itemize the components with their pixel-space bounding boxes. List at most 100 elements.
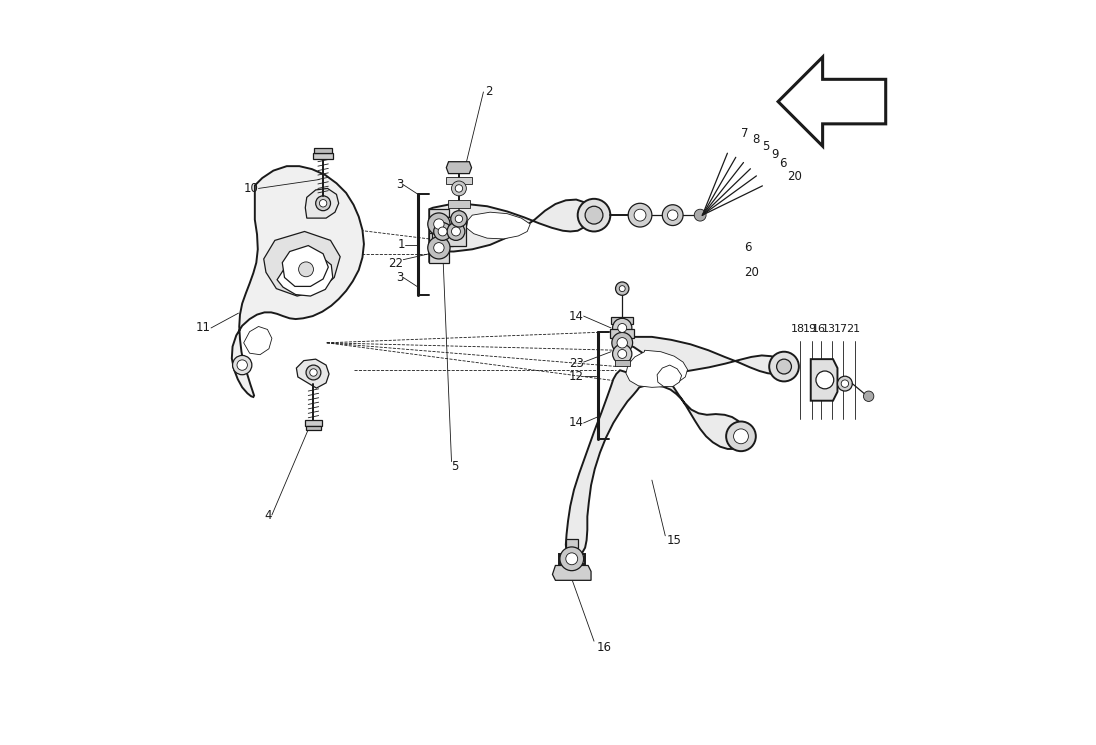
Circle shape (635, 209, 646, 221)
Circle shape (777, 359, 791, 374)
Circle shape (613, 344, 632, 364)
Circle shape (864, 391, 874, 402)
Polygon shape (823, 84, 886, 124)
Polygon shape (430, 209, 448, 239)
Text: 13: 13 (822, 324, 836, 334)
Circle shape (427, 213, 450, 235)
Polygon shape (446, 177, 472, 184)
Circle shape (450, 211, 467, 227)
Text: 19: 19 (803, 324, 817, 334)
Text: 16: 16 (812, 324, 826, 334)
Circle shape (769, 352, 799, 381)
Text: 10: 10 (243, 182, 259, 195)
Polygon shape (566, 337, 786, 558)
Circle shape (578, 199, 610, 232)
Text: 20: 20 (787, 171, 802, 183)
Circle shape (455, 215, 463, 223)
Circle shape (310, 369, 317, 376)
Polygon shape (430, 200, 593, 263)
Text: 4: 4 (264, 509, 272, 522)
Circle shape (316, 196, 331, 211)
Polygon shape (232, 166, 364, 397)
Polygon shape (559, 554, 585, 564)
Circle shape (628, 203, 652, 227)
Text: 1: 1 (398, 238, 406, 251)
Text: 16: 16 (596, 641, 612, 653)
Text: 2: 2 (484, 86, 492, 98)
Circle shape (733, 429, 749, 444)
Polygon shape (315, 148, 332, 153)
Text: 18: 18 (791, 324, 806, 334)
Circle shape (560, 547, 584, 571)
Polygon shape (264, 232, 340, 296)
Text: 14: 14 (569, 416, 584, 429)
Polygon shape (446, 162, 471, 174)
Circle shape (618, 349, 627, 358)
Text: 8: 8 (752, 133, 760, 146)
Circle shape (619, 285, 625, 291)
Circle shape (617, 337, 627, 348)
Polygon shape (658, 365, 682, 387)
Text: 17: 17 (834, 324, 848, 334)
Circle shape (618, 323, 627, 332)
Circle shape (616, 282, 629, 295)
Text: 7: 7 (741, 127, 749, 141)
Text: 15: 15 (666, 533, 682, 547)
Polygon shape (552, 565, 591, 580)
Circle shape (438, 227, 447, 236)
Text: 21: 21 (846, 324, 860, 334)
Circle shape (841, 380, 848, 387)
Circle shape (694, 209, 706, 221)
Polygon shape (430, 233, 448, 263)
Polygon shape (610, 329, 635, 337)
Circle shape (319, 200, 327, 207)
Circle shape (298, 262, 313, 276)
Polygon shape (566, 539, 578, 548)
Text: 6: 6 (744, 241, 752, 254)
Circle shape (727, 422, 756, 451)
Circle shape (427, 237, 450, 259)
Circle shape (452, 181, 467, 196)
Text: 11: 11 (196, 321, 212, 335)
Polygon shape (448, 200, 470, 208)
Circle shape (447, 223, 465, 241)
Text: 6: 6 (779, 157, 787, 170)
Polygon shape (283, 246, 329, 286)
Circle shape (434, 243, 444, 253)
Polygon shape (467, 212, 530, 239)
Text: 5: 5 (762, 139, 769, 153)
Polygon shape (306, 188, 339, 218)
Text: 12: 12 (569, 370, 584, 383)
Polygon shape (446, 217, 467, 247)
Polygon shape (277, 254, 333, 296)
Polygon shape (306, 426, 321, 431)
Text: 23: 23 (569, 357, 584, 370)
Polygon shape (312, 153, 333, 159)
Circle shape (612, 332, 632, 353)
Circle shape (434, 223, 452, 241)
Circle shape (613, 318, 632, 337)
Circle shape (232, 355, 252, 375)
Circle shape (434, 219, 444, 229)
Polygon shape (778, 57, 886, 146)
Circle shape (585, 206, 603, 224)
Text: 14: 14 (569, 310, 584, 323)
Text: 3: 3 (396, 271, 403, 284)
Polygon shape (296, 359, 329, 388)
Polygon shape (612, 317, 633, 324)
Circle shape (237, 360, 248, 370)
Circle shape (455, 185, 463, 192)
Circle shape (452, 227, 460, 236)
Polygon shape (432, 217, 453, 247)
Text: 20: 20 (744, 266, 758, 279)
Circle shape (662, 205, 683, 226)
Circle shape (306, 365, 321, 380)
Text: 22: 22 (388, 257, 403, 270)
Polygon shape (811, 359, 837, 401)
Circle shape (837, 376, 853, 391)
Circle shape (566, 553, 578, 565)
Text: 5: 5 (452, 460, 459, 473)
Polygon shape (626, 350, 687, 387)
Polygon shape (615, 360, 629, 366)
Circle shape (667, 210, 678, 221)
